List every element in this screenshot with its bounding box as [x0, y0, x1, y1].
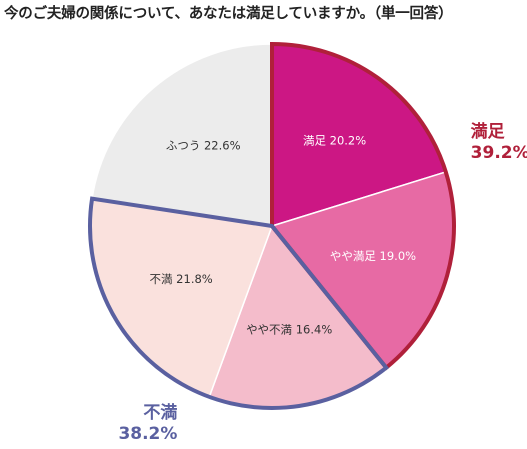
group-value-1: 39.2%	[471, 143, 527, 163]
chart-title: 今のご夫婦の関係について、あなたは満足していますか。（単一回答）	[4, 6, 453, 22]
slice-label-1: 満足 20.2%	[303, 133, 366, 147]
slice-label-2: やや満足 19.0%	[330, 249, 416, 263]
slice-label-5: ふつう 22.6%	[166, 138, 241, 152]
group-value-2: 38.2%	[118, 424, 177, 444]
group-outline-1	[270, 41, 456, 371]
group-name-1: 満足	[471, 121, 505, 142]
slice-labels: 満足 20.2% やや満足 19.0% やや不満 16.4% 不満 21.8% ふつう …	[150, 133, 417, 336]
slice-label-4: 不満 21.8%	[150, 272, 213, 286]
group-name-2: 不満	[143, 402, 177, 423]
group-outlines	[88, 41, 456, 410]
group-outline-2	[88, 196, 390, 410]
pie-slices	[89, 43, 455, 409]
pie-slice-5	[91, 43, 273, 227]
slice-label-3: やや不満 16.4%	[246, 323, 332, 337]
